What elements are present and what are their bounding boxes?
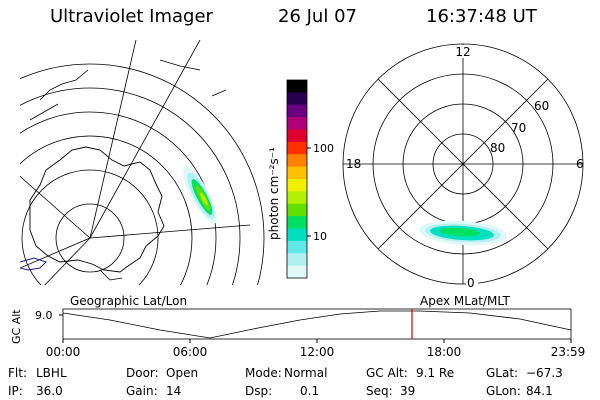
polar-aurora bbox=[419, 220, 507, 246]
timeline-ylabel: GC Alt bbox=[10, 309, 23, 344]
colorbar-cell bbox=[287, 265, 307, 279]
flt-label: Flt: bbox=[8, 366, 27, 380]
colorbar-tick-label-100: 100 bbox=[313, 142, 334, 155]
mlt-label-bg-top bbox=[456, 45, 470, 58]
time-label: 16:37:48 UT bbox=[426, 6, 537, 27]
gain-label: Gain: bbox=[126, 384, 158, 398]
gc-alt-curve bbox=[62, 310, 572, 339]
lat-label-60: 60 bbox=[534, 99, 549, 113]
lat-label-70: 70 bbox=[511, 121, 526, 135]
timeline-yvalue: 9.0 bbox=[35, 309, 53, 322]
colorbar-tick-label-10: 10 bbox=[313, 230, 327, 243]
mlt-label-12: 12 bbox=[455, 45, 470, 59]
gain-value: 14 bbox=[166, 384, 182, 398]
gcalt-label: GC Alt: bbox=[366, 366, 408, 380]
coast-detail bbox=[29, 59, 227, 281]
colorbar-cell bbox=[287, 80, 307, 93]
longitude-lines bbox=[20, 40, 251, 285]
door-label: Door: bbox=[126, 366, 159, 380]
mode-label: Mode: bbox=[245, 366, 282, 380]
colorbar-cell bbox=[287, 253, 307, 267]
latitude-circles bbox=[20, 63, 265, 285]
dsp-label: Dsp: bbox=[245, 384, 273, 398]
colorbar-cell bbox=[287, 92, 307, 106]
south-america-tip bbox=[20, 257, 47, 271]
colorbar-cell bbox=[287, 117, 307, 131]
colorbar-frame bbox=[286, 79, 308, 279]
mode-value: Normal bbox=[284, 366, 328, 380]
glat-value: −67.3 bbox=[526, 366, 563, 380]
colorbar-cell bbox=[287, 166, 307, 180]
xtick-label-0600: 06:00 bbox=[173, 345, 208, 359]
timeline-panel: Geographic Lat/Lon Apex MLat/MLT 9.0 GC … bbox=[10, 294, 585, 359]
colorbar-cell bbox=[287, 154, 307, 168]
geo-aurora bbox=[183, 166, 217, 224]
polar-plot-label: Apex MLat/MLT bbox=[420, 294, 510, 308]
timeline-frame bbox=[62, 308, 572, 340]
seq-value: 39 bbox=[400, 384, 416, 398]
colorbar-cell bbox=[287, 179, 307, 192]
antarctica-coastline bbox=[29, 146, 165, 273]
glon-value: 84.1 bbox=[526, 384, 553, 398]
timeline-xticks bbox=[62, 339, 572, 343]
colorbar-cell bbox=[287, 104, 307, 118]
geographic-map bbox=[20, 40, 265, 285]
ip-value: 36.0 bbox=[36, 384, 63, 398]
mlt-label-bg-bottom bbox=[466, 276, 478, 288]
colorbar-cell bbox=[287, 141, 307, 155]
xtick-label-0000: 00:00 bbox=[46, 345, 81, 359]
colorbar: 100 10 photon cm⁻²s⁻¹ bbox=[267, 79, 334, 279]
geo-map-label: Geographic Lat/Lon bbox=[70, 294, 187, 308]
colorbar-cell bbox=[287, 203, 307, 217]
flt-value: LBHL bbox=[36, 366, 67, 380]
seq-label: Seq: bbox=[366, 384, 393, 398]
xtick-label-1200: 12:00 bbox=[300, 345, 335, 359]
colorbar-cell bbox=[287, 191, 307, 205]
colorbar-cell bbox=[287, 129, 307, 143]
polar-mlt-lines bbox=[343, 44, 583, 284]
lat-label-80: 80 bbox=[490, 141, 505, 155]
colorbar-cell bbox=[287, 240, 307, 254]
dsp-value: 0.1 bbox=[300, 384, 320, 398]
mlt-label-18: 18 bbox=[346, 157, 361, 171]
door-value: Open bbox=[166, 366, 199, 380]
ip-label: IP: bbox=[8, 384, 23, 398]
xtick-label-1800: 18:00 bbox=[427, 345, 462, 359]
polar-plot: 12 18 6 0 60 70 80 bbox=[342, 43, 584, 290]
mlt-label-0: 0 bbox=[467, 276, 475, 290]
glat-label: GLat: bbox=[486, 366, 519, 380]
date-label: 26 Jul 07 bbox=[278, 6, 357, 27]
colorbar-cell bbox=[287, 228, 307, 242]
colorbar-cell bbox=[287, 216, 307, 230]
instrument-title: Ultraviolet Imager bbox=[50, 6, 213, 27]
mlt-label-6: 6 bbox=[576, 157, 584, 171]
gcalt-value: 9.1 Re bbox=[416, 366, 455, 380]
xtick-label-2359: 23:59 bbox=[551, 345, 586, 359]
glon-label: GLon: bbox=[486, 384, 521, 398]
colorbar-units: photon cm⁻²s⁻¹ bbox=[267, 147, 281, 240]
